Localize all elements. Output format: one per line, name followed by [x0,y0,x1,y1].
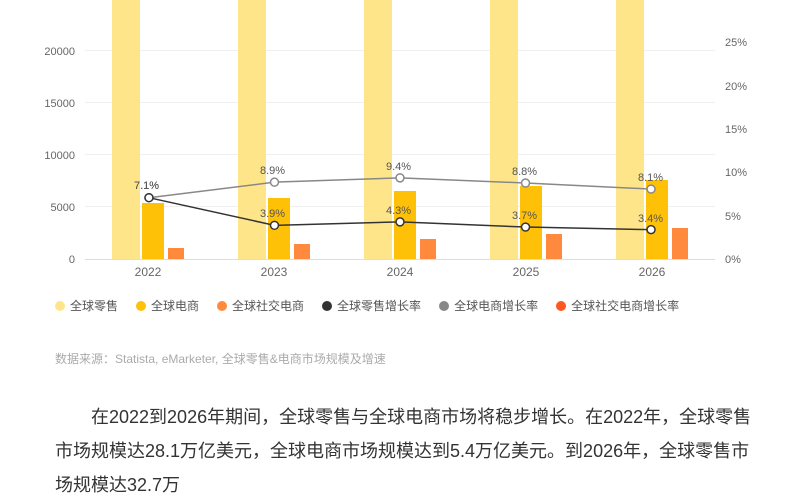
data-point-label: 3.9% [260,208,285,220]
bar-social [168,248,184,259]
data-point-label: 9.4% [386,161,411,173]
body-paragraph: 在2022到2026年期间，全球零售与全球电商市场将稳步增长。在2022年，全球… [55,400,755,503]
bar-group [85,0,211,259]
legend-label: 全球电商增长率 [454,295,538,317]
data-point-label: 7.1% [134,180,159,192]
legend-swatch [322,301,332,311]
legend-swatch [556,301,566,311]
y-tick: 20000 [44,46,75,58]
y-axis-right: 0% 5% 10% 15% 20% 25% [720,0,760,260]
data-point-label: 8.8% [512,166,537,178]
data-point-label: 3.4% [638,213,663,225]
bar-ecom [394,191,416,259]
bar-group [337,0,463,259]
bar-retail [364,0,392,259]
legend-swatch [217,301,227,311]
x-axis-label: 2023 [224,265,324,279]
source-text: 数据来源：Statista, eMarketer, 全球零售&电商市场规模及增速 [55,350,386,367]
data-point-label: 8.9% [260,165,285,177]
bar-ecom [268,198,290,259]
y-tick: 5000 [51,202,75,214]
y-tick: 15000 [44,98,75,110]
bar-social [294,244,310,259]
bar-social [546,234,562,259]
legend-swatch [439,301,449,311]
legend-item: 全球社交电商 [217,295,304,317]
y-tick: 10000 [44,150,75,162]
x-axis-label: 2025 [476,265,576,279]
legend-label: 全球社交电商 [232,295,304,317]
legend-swatch [136,301,146,311]
y-tick: 0 [69,254,75,266]
y-tick: 20% [725,81,747,93]
legend-item: 全球零售 [55,295,118,317]
y-tick: 15% [725,124,747,136]
bar-ecom [520,186,542,259]
legend-item: 全球电商 [136,295,199,317]
data-point-label: 3.7% [512,210,537,222]
bar-social [420,239,436,259]
legend-label: 全球零售增长率 [337,295,421,317]
bar-social [672,228,688,259]
y-tick: 5% [725,211,741,223]
y-axis-left: 0 5000 10000 15000 20000 [40,0,80,260]
legend-item: 全球电商增长率 [439,295,538,317]
bar-retail [112,0,140,259]
legend-label: 全球零售 [70,295,118,317]
y-tick: 25% [725,37,747,49]
x-axis-label: 2024 [350,265,450,279]
x-axis-label: 2022 [98,265,198,279]
y-tick: 10% [725,167,747,179]
bar-ecom [142,203,164,259]
legend-item: 全球零售增长率 [322,295,421,317]
x-axis-label: 2026 [602,265,702,279]
legend: 全球零售 全球电商 全球社交电商 全球零售增长率 全球电商增长率 全球社交电商增长率 [55,295,755,317]
data-point-label: 8.1% [638,172,663,184]
y-tick: 0% [725,254,741,266]
legend-swatch [55,301,65,311]
chart-area: 0 5000 10000 15000 20000 0% 5% 10% 15% 2… [40,0,760,275]
legend-label: 全球社交电商增长率 [571,295,679,317]
legend-label: 全球电商 [151,295,199,317]
legend-item: 全球社交电商增长率 [556,295,679,317]
data-point-label: 4.3% [386,205,411,217]
plot-region: 7.1%8.9%9.4%8.8%8.1%7.1%3.9%4.3%3.7%3.4% [85,0,715,260]
